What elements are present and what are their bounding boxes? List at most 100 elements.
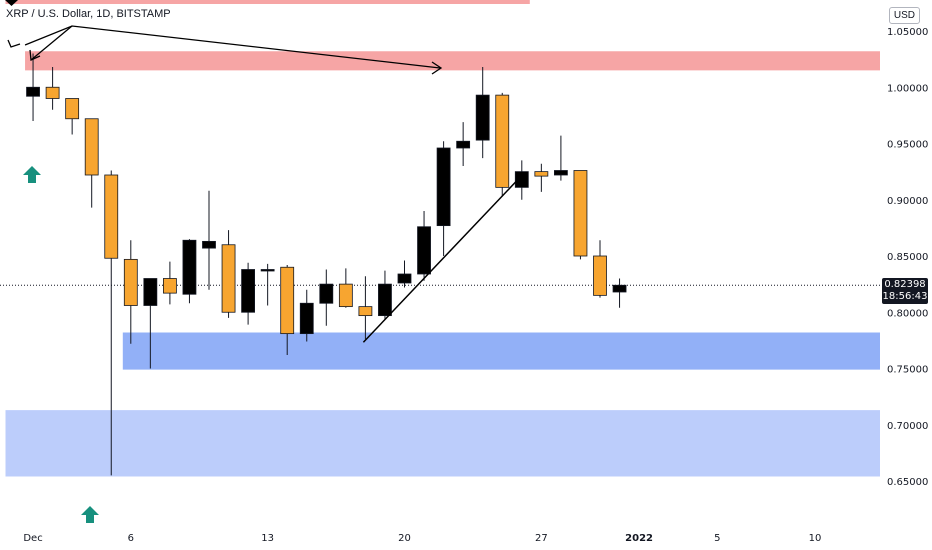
candle xyxy=(475,67,490,159)
y-tick-label: 0.80000 xyxy=(887,308,928,319)
candle xyxy=(338,268,353,308)
candle xyxy=(299,289,314,342)
last-price-tag: 0.82398 18:56:43 xyxy=(882,278,928,305)
candle-body xyxy=(143,278,158,306)
arrow-up-icon xyxy=(23,166,41,183)
candle xyxy=(378,270,392,321)
candle xyxy=(260,263,275,306)
candle xyxy=(221,230,236,318)
candle-body xyxy=(299,302,314,335)
candle-body xyxy=(123,258,138,306)
candle-body xyxy=(456,140,471,149)
candle-body xyxy=(202,240,216,249)
candle-body xyxy=(221,244,236,313)
candle-body xyxy=(104,174,119,259)
candle-body xyxy=(358,306,373,317)
y-tick-label: 0.65000 xyxy=(887,477,928,488)
candle xyxy=(84,118,99,208)
candle-body xyxy=(319,283,334,304)
y-tick-label: 0.90000 xyxy=(887,196,928,207)
trend-line xyxy=(362,174,523,343)
y-tick-label: 1.05000 xyxy=(887,27,928,38)
candle-body xyxy=(182,239,197,295)
x-tick-label: Dec xyxy=(23,533,42,544)
candle-body xyxy=(65,98,80,120)
candle-body xyxy=(45,86,60,99)
candles-layer xyxy=(26,53,627,476)
currency-button[interactable]: USD xyxy=(888,7,920,24)
candle-body xyxy=(162,278,177,294)
x-tick-label: 13 xyxy=(261,533,274,544)
candle xyxy=(456,122,471,166)
y-tick-label: 0.70000 xyxy=(887,421,928,432)
annotation-arrow xyxy=(30,25,73,61)
x-tick-label: 20 xyxy=(398,533,411,544)
candle-body xyxy=(280,266,295,335)
candle xyxy=(417,211,431,281)
candle xyxy=(104,170,119,476)
candle-body xyxy=(397,273,412,284)
time-axis: Dec 6 13 20 27 2022 5 10 xyxy=(23,533,821,544)
candle-body xyxy=(612,284,627,293)
candle-body xyxy=(84,118,99,176)
y-tick-label: 0.75000 xyxy=(887,365,928,376)
candle-body xyxy=(573,170,588,257)
y-tick-label: 0.95000 xyxy=(887,140,928,151)
candle xyxy=(514,160,529,200)
arrow-head xyxy=(29,49,41,61)
x-tick-label: 2022 xyxy=(625,533,653,544)
zones-layer xyxy=(0,0,881,477)
candle-body xyxy=(495,94,510,188)
candle xyxy=(573,170,588,260)
arrow-up-icon xyxy=(81,506,99,523)
candle-body xyxy=(417,226,431,275)
annotations-layer xyxy=(5,0,523,523)
candle xyxy=(182,239,197,304)
candle xyxy=(495,92,510,197)
x-tick-label: 27 xyxy=(535,533,548,544)
candle-body xyxy=(554,170,568,176)
x-tick-label: 6 xyxy=(128,533,134,544)
symbol-title: XRP / U.S. Dollar, 1D, BITSTAMP xyxy=(6,8,171,20)
y-tick-label: 1.00000 xyxy=(887,83,928,94)
bar-countdown: 18:56:43 xyxy=(882,291,928,303)
candle xyxy=(162,261,177,305)
candle-body xyxy=(260,269,275,272)
candle xyxy=(612,278,627,308)
candle xyxy=(534,163,549,192)
arrow-head xyxy=(5,0,18,6)
zone-resistance-top xyxy=(5,0,530,4)
price-axis: 1.05000 1.00000 0.95000 0.90000 0.85000 0.800… xyxy=(887,27,928,488)
candle xyxy=(397,260,412,288)
candle xyxy=(45,67,60,110)
candle-body xyxy=(241,269,256,313)
candle xyxy=(241,262,256,325)
candle-body xyxy=(26,86,40,97)
candle xyxy=(280,265,295,355)
x-tick-label: 10 xyxy=(809,533,822,544)
candle xyxy=(319,269,334,326)
candle xyxy=(202,190,216,290)
arrow-head xyxy=(7,39,21,48)
candle-body xyxy=(514,171,529,188)
zone-support xyxy=(122,332,881,370)
candle xyxy=(436,141,451,256)
zone-resistance xyxy=(25,51,881,71)
candle-body xyxy=(436,147,451,227)
last-price: 0.82398 xyxy=(884,279,926,291)
candle xyxy=(593,240,607,298)
candle-body xyxy=(534,171,549,177)
candle-body xyxy=(378,283,392,317)
candle-body xyxy=(338,283,353,308)
candle xyxy=(123,240,138,344)
zone-support-lower xyxy=(5,410,880,477)
candle xyxy=(358,276,373,340)
candle xyxy=(554,135,568,181)
arrow-head xyxy=(431,61,443,75)
candle xyxy=(143,278,158,369)
x-tick-label: 5 xyxy=(714,533,720,544)
candle-body xyxy=(593,255,607,296)
candle xyxy=(26,53,40,121)
candle xyxy=(65,98,80,135)
